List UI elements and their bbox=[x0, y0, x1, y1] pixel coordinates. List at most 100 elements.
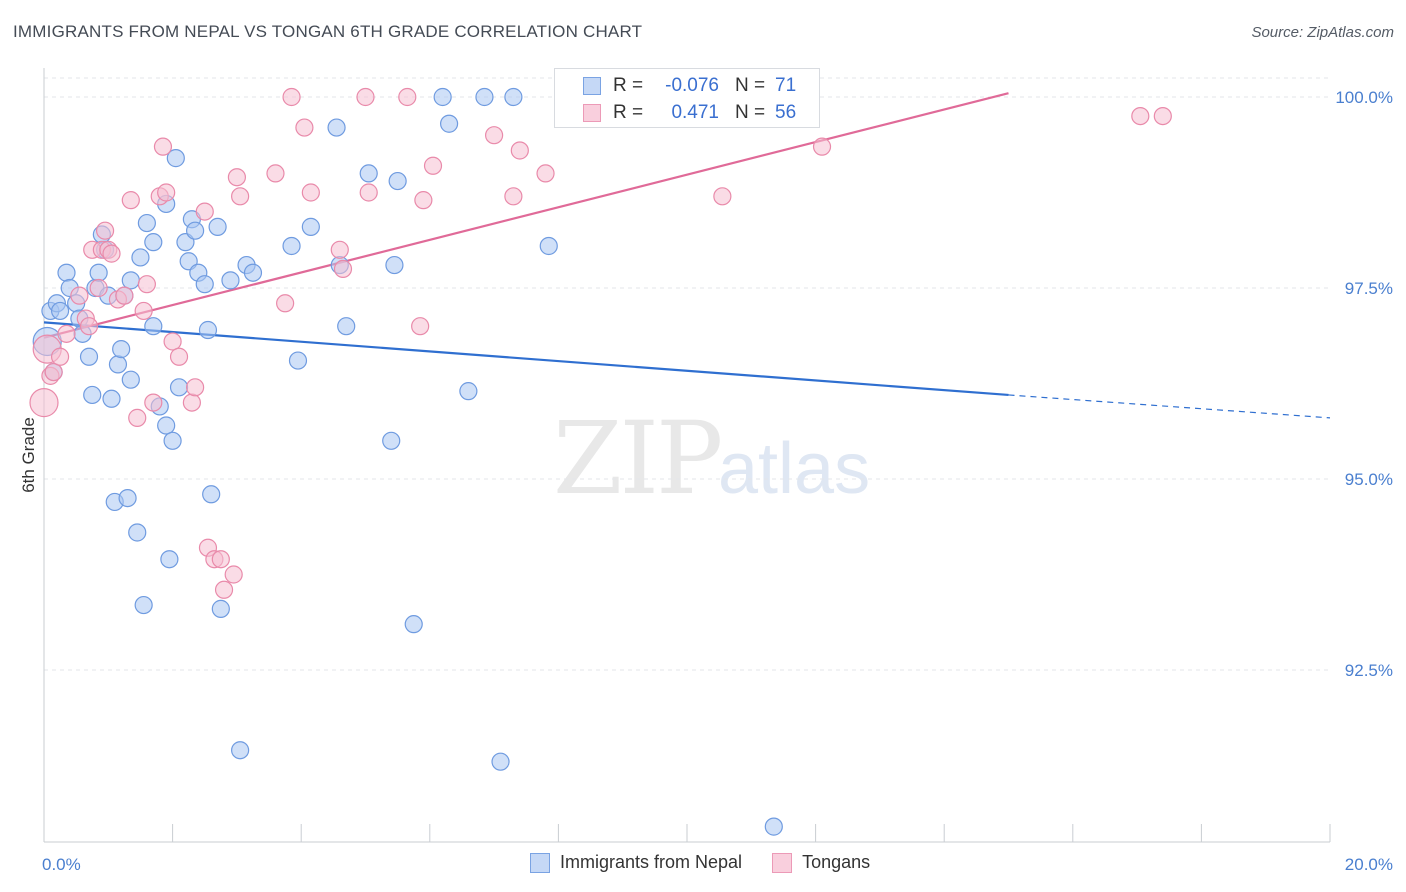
data-point bbox=[211, 599, 230, 618]
data-point bbox=[812, 137, 832, 156]
series-nepal bbox=[32, 87, 783, 836]
data-point bbox=[186, 221, 205, 240]
data-point bbox=[44, 362, 63, 382]
data-point bbox=[163, 332, 182, 351]
series-label-tongans: Tongans bbox=[802, 852, 871, 872]
data-point bbox=[137, 213, 156, 233]
data-point bbox=[491, 752, 510, 771]
trend-line-extension bbox=[1008, 394, 1331, 419]
x-tick-label: 20.0% bbox=[1345, 855, 1393, 874]
chart-title: IMMIGRANTS FROM NEPAL VS TONGAN 6TH GRAD… bbox=[13, 22, 643, 41]
series-legend: Immigrants from Nepal Tongans bbox=[530, 852, 900, 873]
data-point bbox=[359, 183, 378, 202]
data-point bbox=[459, 382, 478, 401]
data-point bbox=[356, 87, 375, 107]
data-point bbox=[411, 317, 430, 336]
data-point bbox=[118, 489, 137, 508]
data-point bbox=[539, 236, 558, 256]
series-label-nepal: Immigrants from Nepal bbox=[560, 852, 743, 872]
data-point bbox=[57, 263, 76, 282]
data-point bbox=[112, 340, 131, 359]
data-point bbox=[211, 550, 230, 569]
legend-row-tongans: R = 0.471 N = 56 bbox=[555, 100, 815, 126]
data-point bbox=[121, 370, 140, 389]
legend-r-label: R = bbox=[613, 75, 644, 96]
data-point bbox=[186, 378, 205, 397]
data-point bbox=[282, 236, 301, 256]
data-point bbox=[89, 263, 108, 282]
data-point bbox=[202, 485, 221, 504]
legend-r-label: R = bbox=[613, 102, 644, 123]
data-point bbox=[398, 87, 417, 107]
data-point bbox=[327, 118, 346, 137]
data-point bbox=[121, 271, 140, 290]
data-point bbox=[713, 187, 732, 206]
data-point bbox=[333, 259, 353, 278]
data-point bbox=[224, 565, 243, 584]
trend-lines bbox=[43, 92, 1331, 419]
data-point bbox=[214, 580, 234, 599]
data-point bbox=[108, 355, 128, 374]
data-point bbox=[301, 217, 320, 236]
data-point bbox=[144, 233, 163, 252]
data-point bbox=[208, 217, 227, 236]
data-point bbox=[157, 183, 176, 202]
data-point bbox=[385, 255, 404, 275]
data-point bbox=[157, 416, 176, 435]
data-point bbox=[382, 431, 401, 450]
data-point bbox=[195, 275, 214, 294]
data-point bbox=[231, 187, 250, 206]
y-tick-label: 95.0% bbox=[1345, 470, 1393, 489]
data-point bbox=[288, 351, 308, 370]
data-point bbox=[134, 595, 153, 615]
data-point bbox=[121, 191, 140, 210]
data-point bbox=[243, 263, 263, 282]
data-point bbox=[359, 164, 378, 183]
data-point bbox=[79, 317, 99, 336]
series-legend-tongans[interactable]: Tongans bbox=[772, 852, 870, 873]
watermark-atlas: atlas bbox=[718, 429, 871, 509]
watermark-zip: ZIP bbox=[553, 400, 723, 517]
legend-r-value: -0.076 bbox=[665, 75, 719, 96]
legend-n-label: N = bbox=[735, 75, 766, 96]
data-point bbox=[137, 275, 156, 294]
y-tick-label: 92.5% bbox=[1345, 661, 1393, 680]
data-point bbox=[195, 202, 214, 221]
data-point bbox=[504, 187, 523, 206]
data-point bbox=[128, 523, 147, 542]
data-point bbox=[510, 141, 529, 160]
data-point bbox=[115, 286, 134, 305]
data-point bbox=[1153, 106, 1172, 126]
data-point bbox=[301, 183, 320, 202]
data-point bbox=[764, 817, 783, 836]
data-point bbox=[404, 615, 423, 634]
data-point bbox=[423, 156, 443, 175]
data-point bbox=[414, 191, 433, 210]
data-point bbox=[330, 240, 349, 259]
data-point bbox=[144, 393, 163, 412]
legend-swatch-tongans bbox=[583, 104, 601, 122]
data-point bbox=[231, 741, 250, 760]
data-point bbox=[337, 317, 356, 336]
x-tick-label: 0.0% bbox=[42, 855, 81, 874]
data-point bbox=[83, 385, 102, 405]
source-label: Source: ZipAtlas.com bbox=[1251, 24, 1394, 41]
y-tick-label: 100.0% bbox=[1335, 88, 1393, 107]
trend-line bbox=[43, 92, 1009, 339]
legend-swatch-nepal bbox=[583, 77, 601, 95]
series-legend-nepal[interactable]: Immigrants from Nepal bbox=[530, 852, 742, 873]
data-point bbox=[266, 164, 285, 183]
data-point bbox=[95, 221, 115, 240]
legend-n-label: N = bbox=[735, 102, 766, 123]
axis-labels: 92.5% 95.0% 97.5% 100.0% 0.0% 20.0% 6th Grade bbox=[19, 88, 1393, 874]
data-points bbox=[29, 87, 1172, 836]
data-point bbox=[504, 87, 523, 107]
data-point bbox=[102, 244, 121, 263]
data-point bbox=[79, 347, 99, 366]
data-point bbox=[163, 431, 182, 450]
data-point bbox=[57, 324, 76, 343]
data-point bbox=[198, 320, 218, 340]
data-point bbox=[29, 388, 59, 418]
y-tick-label: 97.5% bbox=[1345, 279, 1393, 298]
